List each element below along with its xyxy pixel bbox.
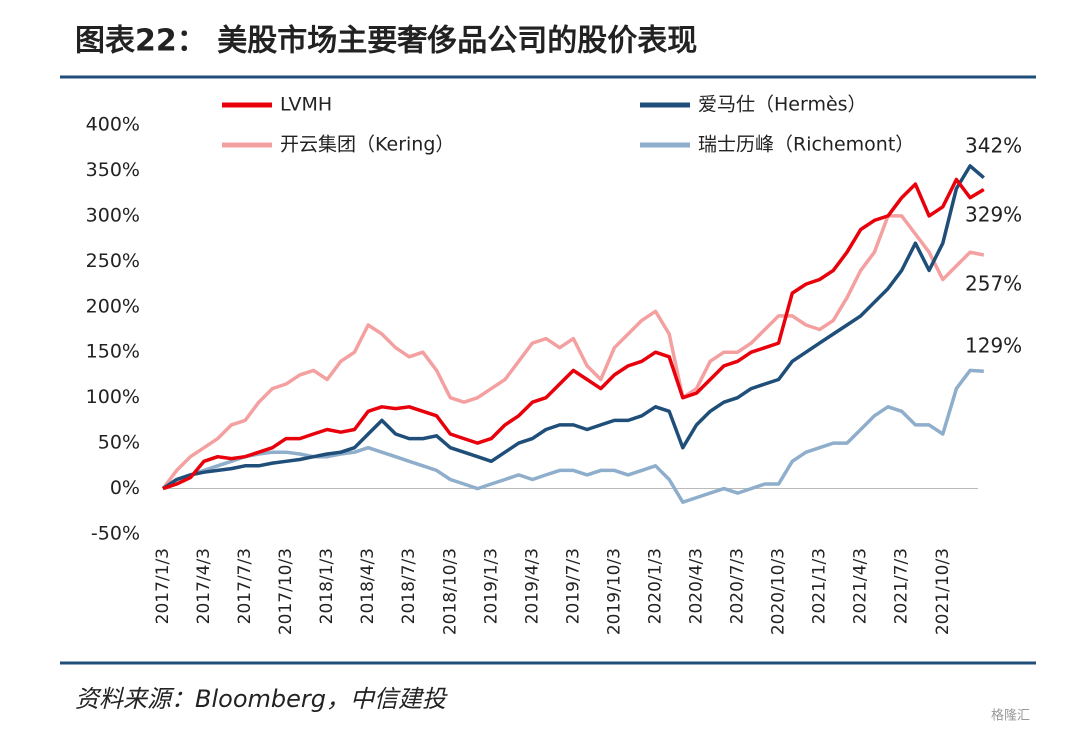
x-tick-label: 2019/1/3 — [481, 548, 501, 624]
x-tick-label: 2017/4/3 — [194, 548, 214, 624]
legend-label: LVMH — [280, 94, 332, 116]
x-tick-label: 2021/7/3 — [892, 548, 912, 624]
series-line — [162, 368, 984, 504]
x-tick-label: 2019/7/3 — [563, 548, 583, 624]
plot-area: -50% 0% 50% 100% 150% 200% 250% 300% 350% 400% 201… — [86, 94, 1023, 636]
y-tick-label: 100% — [86, 386, 140, 408]
source-note: 资料来源：Bloomberg，中信建投 — [75, 685, 448, 713]
x-tick-label: 2017/1/3 — [153, 548, 173, 624]
x-tick-label: 2020/10/3 — [769, 548, 789, 635]
x-tick-label: 2017/7/3 — [235, 548, 255, 624]
y-tick-label: 300% — [86, 204, 140, 226]
series-line — [162, 177, 985, 491]
x-tick-label: 2020/1/3 — [645, 548, 665, 624]
x-tick-label: 2020/4/3 — [687, 548, 707, 624]
end-label: 342% — [965, 134, 1022, 158]
chart-title: 图表22： 美股市场主要奢侈品公司的股价表现 — [75, 24, 697, 59]
legend-label: 瑞士历峰（Richemont） — [698, 134, 914, 156]
x-tick-label: 2018/4/3 — [358, 548, 378, 624]
y-tick-label: 250% — [86, 250, 140, 272]
x-tick-label: 2018/7/3 — [399, 548, 419, 624]
legend-label: 开云集团（Kering） — [280, 134, 454, 156]
x-tick-label: 2021/1/3 — [810, 548, 830, 624]
y-tick-label: 0% — [110, 477, 140, 499]
x-tick-label: 2017/10/3 — [276, 548, 296, 635]
series-line — [162, 164, 985, 491]
x-tick-label: 2018/10/3 — [440, 548, 460, 635]
y-tick-label: 400% — [86, 114, 140, 136]
y-tick-label: 350% — [86, 159, 140, 181]
x-tick-label: 2019/4/3 — [522, 548, 542, 624]
y-tick-label: 200% — [86, 295, 140, 317]
x-tick-label: 2020/7/3 — [728, 548, 748, 624]
y-tick-label: 150% — [86, 341, 140, 363]
x-tick-label: 2021/4/3 — [851, 548, 871, 624]
end-label: 257% — [965, 272, 1022, 296]
series-line — [161, 214, 985, 490]
x-tick-label: 2019/10/3 — [604, 548, 624, 635]
y-tick-label: 50% — [98, 432, 140, 454]
x-tick-label: 2021/10/3 — [933, 548, 953, 635]
watermark: 格隆汇 — [991, 708, 1030, 724]
end-label: 129% — [965, 334, 1022, 358]
y-tick-label: -50% — [91, 523, 140, 545]
x-tick-label: 2018/1/3 — [317, 548, 337, 624]
legend-label: 爱马仕（Hermès） — [698, 94, 867, 116]
end-label: 329% — [965, 203, 1022, 227]
